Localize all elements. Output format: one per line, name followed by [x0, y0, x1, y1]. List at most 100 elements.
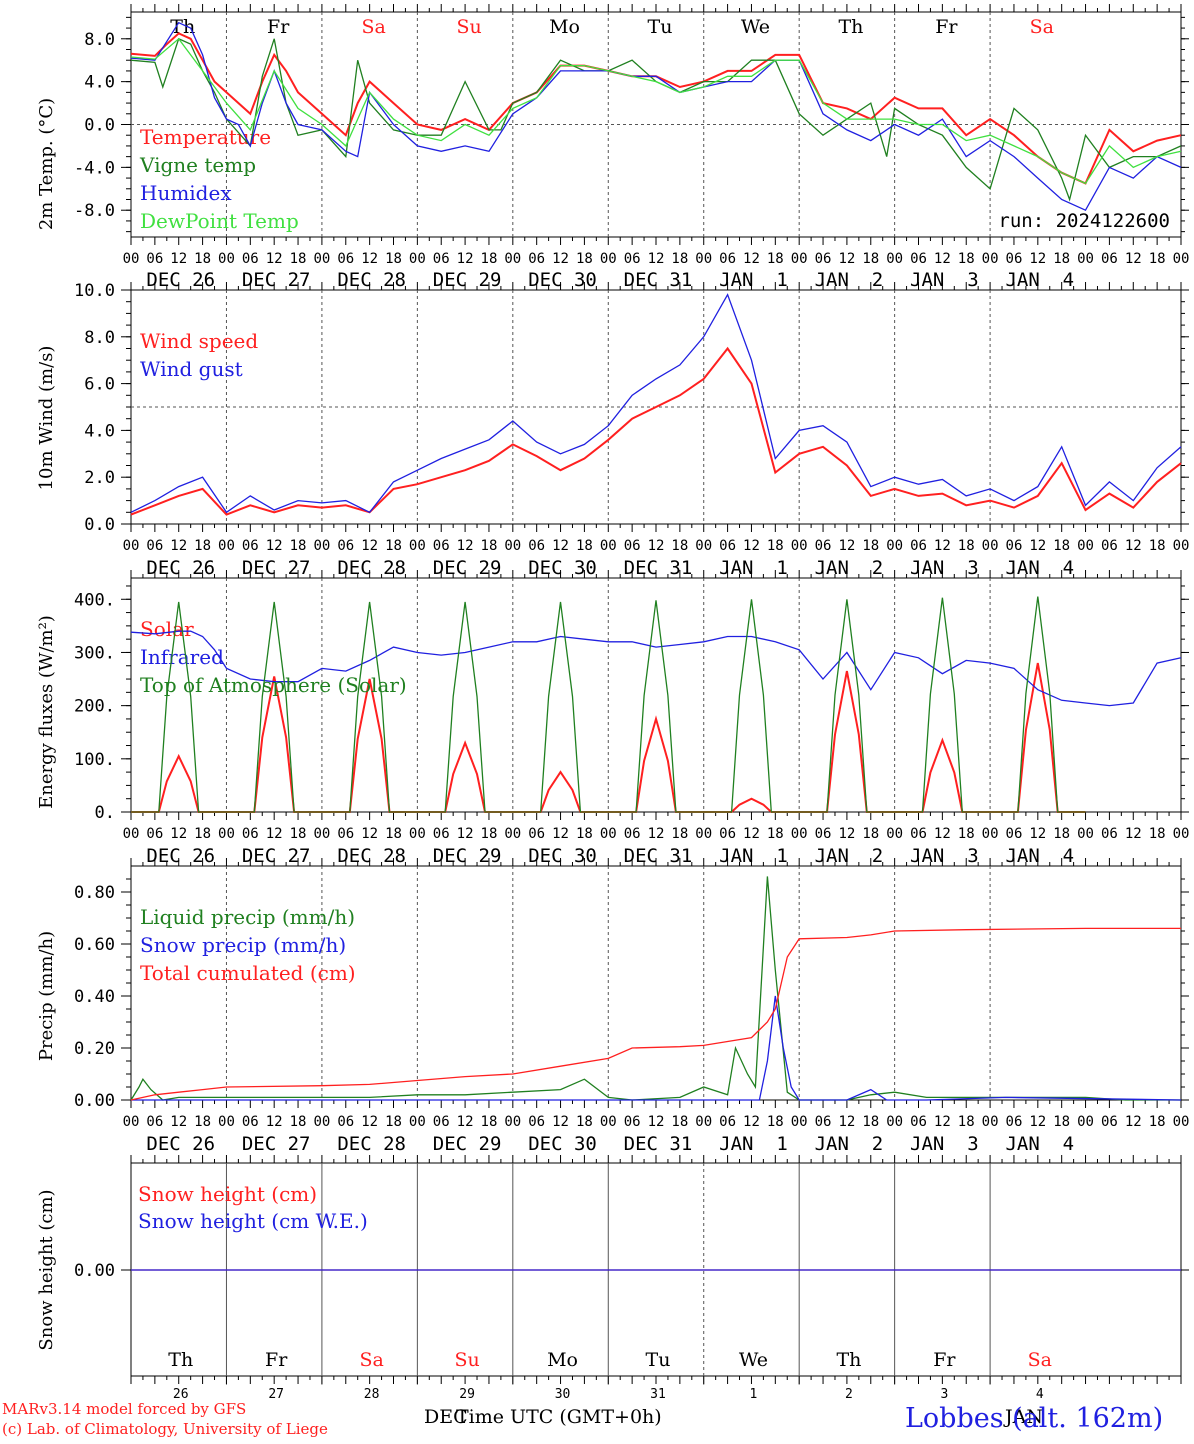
hour-label: 12 [743, 1114, 760, 1130]
hour-label: 12 [457, 538, 474, 554]
day-label: DEC 31 [624, 269, 693, 291]
hour-label: 00 [218, 251, 235, 267]
day-label: JAN 4 [1005, 269, 1074, 291]
hour-label: 12 [457, 826, 474, 842]
hour-label: 06 [624, 538, 641, 554]
day-label: DEC 27 [242, 1133, 311, 1155]
hour-label: 00 [1173, 826, 1190, 842]
legend-entry: Snow precip (mm/h) [140, 933, 346, 957]
hour-label: 00 [695, 538, 712, 554]
hour-label: 06 [146, 251, 163, 267]
day-label: JAN 1 [719, 557, 788, 579]
day-label: JAN 1 [719, 269, 788, 291]
y-tick-label: 8.0 [84, 328, 115, 348]
hour-label: 12 [1125, 1114, 1142, 1130]
hour-label: 06 [910, 826, 927, 842]
month-jan-label: JAN [1005, 1406, 1043, 1428]
y-axis-label: 2m Temp. (°C) [36, 98, 57, 230]
hour-label: 00 [504, 826, 521, 842]
hour-label: 18 [385, 826, 402, 842]
hour-label: 18 [576, 1114, 593, 1130]
weekday-label: Tu [648, 16, 673, 38]
hour-label: 00 [313, 251, 330, 267]
hour-label: 12 [838, 1114, 855, 1130]
hour-label: 00 [504, 538, 521, 554]
weekday-label: Th [838, 16, 863, 38]
hour-label: 18 [385, 1114, 402, 1130]
hour-label: 00 [1173, 1114, 1190, 1130]
legend-entry: Liquid precip (mm/h) [140, 905, 355, 929]
hour-label: 12 [838, 251, 855, 267]
panel-1: 2m Temp. (°C) 8.0 4.0 0.0 -4.0 -8.0 00 06 12 18 00… [36, 4, 1189, 291]
hour-label: 00 [1173, 538, 1190, 554]
y-tick-label: 0.80 [74, 883, 115, 903]
day-label: JAN 4 [1005, 557, 1074, 579]
hour-label: 12 [1029, 1114, 1046, 1130]
hour-label: 18 [1149, 1114, 1166, 1130]
hour-label: 00 [886, 826, 903, 842]
hour-label: 18 [671, 826, 688, 842]
hour-label: 06 [815, 251, 832, 267]
weekday-label: Th [170, 16, 195, 38]
hour-label: 18 [862, 826, 879, 842]
weekday-label: Mo [549, 16, 580, 38]
day-label: DEC 26 [146, 557, 215, 579]
hour-label: 12 [934, 251, 951, 267]
hour-label: 00 [123, 1114, 140, 1130]
day-label: DEC 26 [146, 269, 215, 291]
day-label: DEC 28 [337, 557, 406, 579]
hour-label: 18 [385, 538, 402, 554]
day-number-label: 27 [268, 1387, 284, 1402]
hour-label: 12 [743, 826, 760, 842]
hour-label: 18 [194, 538, 211, 554]
day-label: DEC 30 [528, 557, 597, 579]
weekday-label: Fr [935, 16, 958, 38]
panel-5: Snow height (cm) 0.00 Snow height (cm) Snow… [36, 1155, 1189, 1385]
hour-label: 06 [624, 826, 641, 842]
hour-label: 12 [743, 251, 760, 267]
hour-label: 18 [1149, 538, 1166, 554]
hour-label: 12 [266, 1114, 283, 1130]
series-line-dewpoint-temp [130, 37, 1182, 185]
y-axis-label: Energy fluxes (W/m²) [36, 615, 57, 809]
legend-entry: DewPoint Temp [140, 209, 299, 233]
day-label: DEC 30 [528, 1133, 597, 1155]
hour-label: 00 [695, 251, 712, 267]
hour-label: 00 [886, 251, 903, 267]
y-tick-label: -8.0 [74, 201, 115, 221]
hour-label: 00 [313, 826, 330, 842]
model-credit: MARv3.14 model forced by GFS [2, 1400, 247, 1418]
hour-label: 18 [767, 251, 784, 267]
legend-entry: Total cumulated (cm) [140, 961, 356, 985]
y-tick-label: 4.0 [84, 73, 115, 93]
hour-label: 18 [767, 1114, 784, 1130]
weekday-label: Tu [646, 1349, 671, 1371]
day-label: JAN 3 [910, 269, 979, 291]
hour-label: 18 [1149, 251, 1166, 267]
month-dec-label: DEC [424, 1406, 468, 1428]
hour-label: 00 [409, 1114, 426, 1130]
hour-label: 12 [170, 826, 187, 842]
hour-label: 12 [1029, 826, 1046, 842]
hour-label: 12 [361, 826, 378, 842]
y-tick-label: 0.0 [84, 515, 115, 535]
y-tick-label: 10.0 [74, 281, 115, 301]
hour-label: 00 [218, 826, 235, 842]
y-axis-label: 10m Wind (m/s) [36, 346, 57, 491]
hour-label: 12 [838, 826, 855, 842]
hour-label: 12 [266, 826, 283, 842]
y-tick-label: 0.60 [74, 935, 115, 955]
legend-entry: Snow height (cm) [138, 1182, 317, 1206]
hour-label: 18 [767, 538, 784, 554]
hour-label: 00 [123, 826, 140, 842]
hour-label: 12 [1029, 538, 1046, 554]
day-label: JAN 3 [910, 845, 979, 867]
hour-label: 00 [409, 251, 426, 267]
hour-label: 00 [600, 538, 617, 554]
hour-label: 00 [982, 538, 999, 554]
hour-label: 06 [242, 1114, 259, 1130]
hour-label: 06 [624, 1114, 641, 1130]
hour-label: 00 [313, 1114, 330, 1130]
hour-label: 06 [146, 538, 163, 554]
hour-label: 06 [815, 1114, 832, 1130]
